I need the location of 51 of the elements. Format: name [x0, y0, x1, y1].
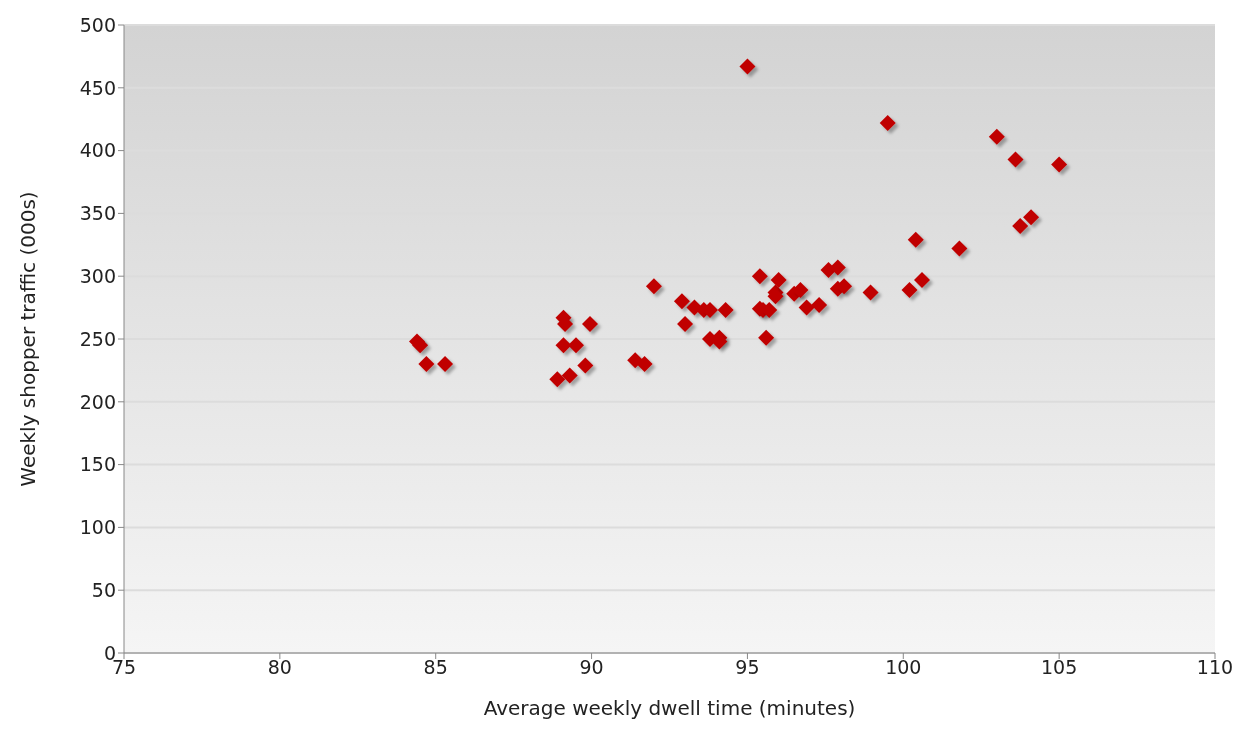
point: [1012, 217, 1029, 234]
point: [677, 315, 694, 332]
point: [555, 337, 572, 354]
point: [913, 271, 930, 288]
y-axis-title: Weekly shopper traffic (000s): [16, 191, 41, 487]
point: [739, 58, 756, 75]
point: [1051, 156, 1068, 173]
y-tick-label: 250: [79, 327, 116, 350]
point: [879, 114, 896, 131]
point: [577, 357, 594, 374]
x-tick-label: 85: [423, 656, 448, 679]
x-tick-label: 90: [579, 656, 604, 679]
x-tick-label: 80: [267, 656, 292, 679]
y-tick-label: 350: [79, 202, 116, 225]
point: [901, 282, 918, 299]
x-tick-label: 95: [735, 656, 760, 679]
point: [561, 367, 578, 384]
point: [811, 297, 828, 314]
x-axis-title: Average weekly dwell time (minutes): [483, 696, 856, 720]
point: [798, 299, 815, 316]
point: [673, 293, 690, 310]
point: [751, 268, 768, 285]
y-tick-label: 450: [79, 76, 116, 99]
point: [1023, 209, 1040, 226]
point: [418, 356, 435, 373]
point: [907, 231, 924, 248]
point: [412, 337, 429, 354]
point: [717, 302, 734, 319]
y-tick-label: 200: [79, 390, 116, 413]
point: [758, 329, 775, 346]
x-tick-label: 110: [1196, 656, 1234, 679]
point: [645, 278, 662, 295]
point: [770, 271, 787, 288]
point: [549, 371, 566, 388]
y-tick-label: 300: [79, 264, 116, 287]
point: [1007, 151, 1024, 168]
y-tick-label: 100: [79, 516, 116, 539]
x-tick-label: 100: [885, 656, 922, 679]
point: [567, 337, 584, 354]
point: [862, 284, 879, 301]
y-tick-label: 500: [79, 13, 116, 36]
point: [582, 315, 599, 332]
point: [636, 356, 653, 373]
y-tick-label: 50: [91, 578, 116, 601]
point: [988, 128, 1005, 145]
y-tick-label: 150: [79, 453, 116, 476]
point: [437, 356, 454, 373]
point: [829, 259, 846, 276]
point: [951, 240, 968, 257]
x-tick-label: 105: [1041, 656, 1078, 679]
y-tick-label: 400: [79, 139, 116, 162]
